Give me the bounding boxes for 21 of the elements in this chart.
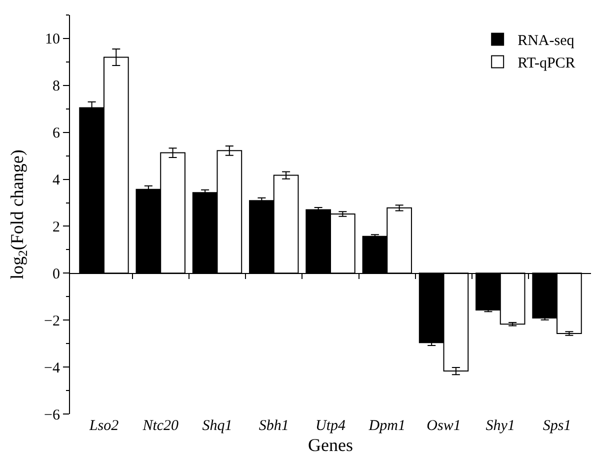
y-tick-label: 4 — [52, 172, 60, 189]
x-tick-label: Dpm1 — [368, 418, 406, 434]
y-tick-label: 6 — [52, 126, 60, 142]
x-tick-label: Shq1 — [202, 418, 232, 434]
x-tick-label: Osw1 — [426, 418, 461, 434]
y-tick-label: 8 — [52, 78, 60, 95]
y-tick-label: 10 — [45, 32, 60, 48]
legend-label: RNA-seq — [518, 33, 575, 50]
x-tick-label: Sps1 — [542, 418, 572, 434]
x-tick-label: Ntc20 — [142, 418, 180, 434]
y-tick-label: 0 — [52, 266, 60, 282]
y-tick-label: 2 — [52, 219, 60, 236]
x-axis-title: Genes — [308, 435, 353, 456]
x-tick-label: Shy1 — [486, 418, 515, 434]
y-tick-label: −2 — [44, 313, 60, 330]
x-tick-label: Utp4 — [316, 418, 346, 434]
legend-label: RT-qPCR — [518, 56, 576, 72]
x-tick-label: Sbh1 — [258, 418, 289, 434]
y-tick-label: −4 — [44, 360, 60, 376]
x-tick-label: Lso2 — [88, 418, 120, 434]
y-tick-label: −6 — [44, 407, 60, 424]
